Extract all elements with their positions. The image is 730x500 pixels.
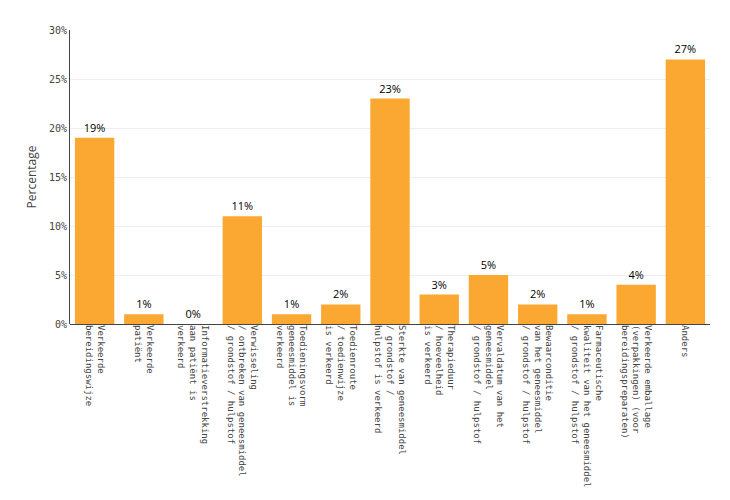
svg-text:27%: 27% (675, 41, 697, 56)
svg-text:Toedienroute/ toedienwijzeis v: Toedienroute/ toedienwijzeis verkeerd (324, 325, 357, 401)
svg-text:Verkeerdepatiënt: Verkeerdepatiënt (133, 325, 155, 374)
svg-text:11%: 11% (231, 198, 253, 213)
svg-text:25%: 25% (49, 74, 67, 85)
svg-text:30%: 30% (49, 25, 67, 36)
svg-text:Informatieverstrekkingaan pati: Informatieverstrekkingaan patiënt isverk… (176, 325, 209, 444)
svg-text:Verkeerde emballage(verpakking: Verkeerde emballage(verpakkingen) (voorb… (620, 325, 653, 439)
svg-text:1%: 1% (284, 296, 299, 311)
svg-text:5%: 5% (481, 257, 496, 272)
svg-text:23%: 23% (379, 81, 401, 96)
svg-text:5%: 5% (55, 270, 67, 281)
svg-text:Verwisseling/ ontbreken van ge: Verwisseling/ ontbreken van geneesmiddel… (226, 325, 259, 477)
svg-text:Vervaldatum van hetgeneesmidde: Vervaldatum van hetgeneesmiddel/ grondst… (472, 325, 505, 444)
svg-text:Bewaarconditievan het geneesmi: Bewaarconditievan het geneesmiddel/ gron… (521, 325, 554, 444)
svg-text:10%: 10% (49, 221, 67, 232)
svg-text:4%: 4% (628, 267, 643, 282)
svg-text:Anders: Anders (680, 325, 690, 358)
svg-text:0%: 0% (55, 319, 67, 330)
svg-text:19%: 19% (84, 120, 106, 135)
svg-text:0%: 0% (185, 306, 200, 321)
svg-text:1%: 1% (136, 296, 151, 311)
svg-text:Sterkte van geneesmiddel/ gron: Sterkte van geneesmiddel/ grondstof /hul… (373, 325, 406, 455)
svg-text:15%: 15% (49, 172, 67, 183)
svg-text:3%: 3% (432, 277, 447, 292)
svg-text:2%: 2% (333, 286, 348, 301)
svg-text:1%: 1% (579, 296, 594, 311)
svg-text:Percentage: Percentage (23, 145, 40, 208)
svg-text:Toedieningsvormgeneesmiddel is: Toedieningsvormgeneesmiddel isverkeerd (275, 325, 308, 406)
svg-text:Therapieduur/ hoeveelheidis ve: Therapieduur/ hoeveelheidis verkeerd (423, 325, 456, 395)
svg-text:20%: 20% (49, 123, 67, 134)
svg-text:Verkeerdebereidingswijze: Verkeerdebereidingswijze (84, 325, 106, 406)
svg-text:2%: 2% (530, 286, 545, 301)
svg-text:Farmaceutischekwaliteit van he: Farmaceutischekwaliteit van het geneesmi… (570, 325, 603, 488)
